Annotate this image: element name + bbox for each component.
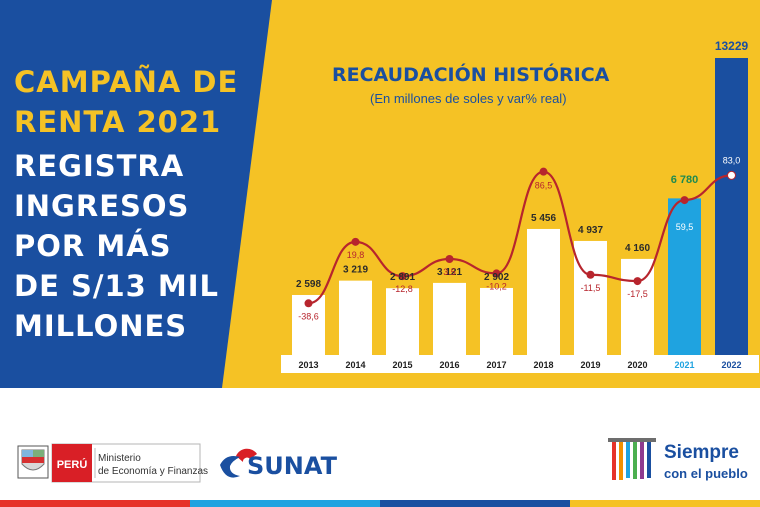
x-tick-2019: 2019 [580, 360, 600, 370]
headline-message: REGISTRA INGRESOS POR MÁS DE S/13 MIL MI… [14, 146, 219, 346]
slogan-line2: con el pueblo [664, 466, 748, 481]
headline-line: MILLONES [14, 309, 188, 343]
bar-value-label-2018: 5 456 [531, 213, 556, 224]
bar-2018 [527, 228, 560, 355]
bar-value-label-2019: 4 937 [578, 225, 603, 236]
bar-value-label-2021: 6 780 [671, 174, 699, 186]
x-tick-2018: 2018 [533, 360, 553, 370]
headline-campaign: CAMPAÑA DE RENTA 2021 [14, 62, 238, 142]
x-tick-2016: 2016 [439, 360, 459, 370]
stripe-red [0, 500, 190, 507]
var-label-2013: -38,6 [298, 311, 319, 321]
var-label-2018: 86,5 [535, 181, 553, 191]
var-point-2013 [304, 299, 313, 308]
bar-value-label-2022: 13229 [715, 39, 749, 53]
chart-subtitle: (En millones de soles y var% real) [370, 91, 567, 106]
banner-background [0, 0, 760, 388]
headline-line: INGRESOS [14, 189, 190, 223]
var-point-2020 [633, 277, 642, 286]
var-point-2022 [727, 170, 736, 180]
banner-blue-panel [0, 0, 272, 388]
var-point-2014 [351, 237, 360, 246]
headline-line: RENTA 2021 [14, 105, 222, 139]
x-tick-2020: 2020 [627, 360, 647, 370]
bar-2016 [433, 282, 466, 355]
siempre-con-el-pueblo-logo-icon [608, 438, 656, 480]
var-point-2015 [398, 272, 407, 281]
var-label-2015: -12,8 [392, 284, 413, 294]
x-tick-2013: 2013 [298, 360, 318, 370]
x-tick-2017: 2017 [486, 360, 506, 370]
bar-value-label-2015: 2 891 [390, 272, 415, 283]
headline-line: CAMPAÑA DE [14, 65, 239, 99]
bar-2015 [386, 288, 419, 355]
sunat-logo-icon [220, 448, 257, 478]
footer-color-stripe [0, 500, 760, 507]
bar-2022 [715, 58, 748, 355]
var-point-2017 [492, 269, 501, 278]
peru-label: PERÚ [57, 458, 88, 471]
var-label-2021: 59,5 [676, 222, 694, 232]
bar-value-label-2020: 4 160 [625, 243, 650, 254]
bar-2019 [574, 240, 607, 355]
bar-value-label-2013: 2 598 [296, 279, 321, 290]
var-point-2019 [586, 270, 595, 279]
ministry-line1: Ministerio [98, 453, 141, 464]
var-label-2022: 83,0 [723, 155, 741, 165]
headline-line: DE S/13 MIL [14, 269, 220, 303]
bar-value-label-2016: 3 121 [437, 267, 462, 278]
var-label-2019: -11,5 [581, 283, 601, 293]
x-axis-band [281, 355, 759, 373]
chart-title: RECAUDACIÓN HISTÓRICA [332, 64, 610, 86]
footer: PERÚ Ministerio de Economía y Finanzas S… [0, 388, 760, 507]
footer-logos: PERÚ Ministerio de Economía y Finanzas S… [17, 438, 748, 483]
var-point-2016 [445, 254, 454, 263]
peru-coat-of-arms-icon [17, 445, 49, 479]
bar-value-label-2014: 3 219 [343, 265, 368, 276]
headline-line: POR MÁS [14, 229, 172, 263]
var-line-series [308, 170, 732, 305]
var-label-2017: -10,2 [486, 281, 507, 291]
var-label-2020: -17,5 [627, 289, 648, 299]
bar-2014 [339, 280, 372, 355]
stripe-blue [380, 500, 570, 507]
x-tick-2021: 2021 [674, 360, 694, 370]
var-label-2014: 19,8 [347, 250, 365, 260]
chart: 2 598 3 219 2 891 3 121 2 902 5 456 4 937 4 160… [281, 39, 759, 373]
bar-2017 [480, 287, 513, 355]
bar-2021 [668, 198, 701, 355]
var-point-2018 [539, 167, 548, 176]
x-tick-2022: 2022 [721, 360, 741, 370]
bar-value-label-2017: 2 902 [484, 272, 509, 283]
stripe-yellow [570, 500, 760, 507]
headline-line: REGISTRA [14, 149, 185, 183]
x-tick-2015: 2015 [392, 360, 412, 370]
ministry-line2: de Economía y Finanzas [98, 466, 208, 477]
sunat-label: SUNAT [247, 452, 338, 480]
var-label-2016: 3.5 [443, 267, 456, 277]
stripe-lightblue [190, 500, 380, 507]
slogan-line1: Siempre [664, 442, 739, 463]
peru-flag-block [52, 444, 92, 482]
x-tick-2014: 2014 [345, 360, 365, 370]
var-point-2021 [680, 196, 689, 205]
